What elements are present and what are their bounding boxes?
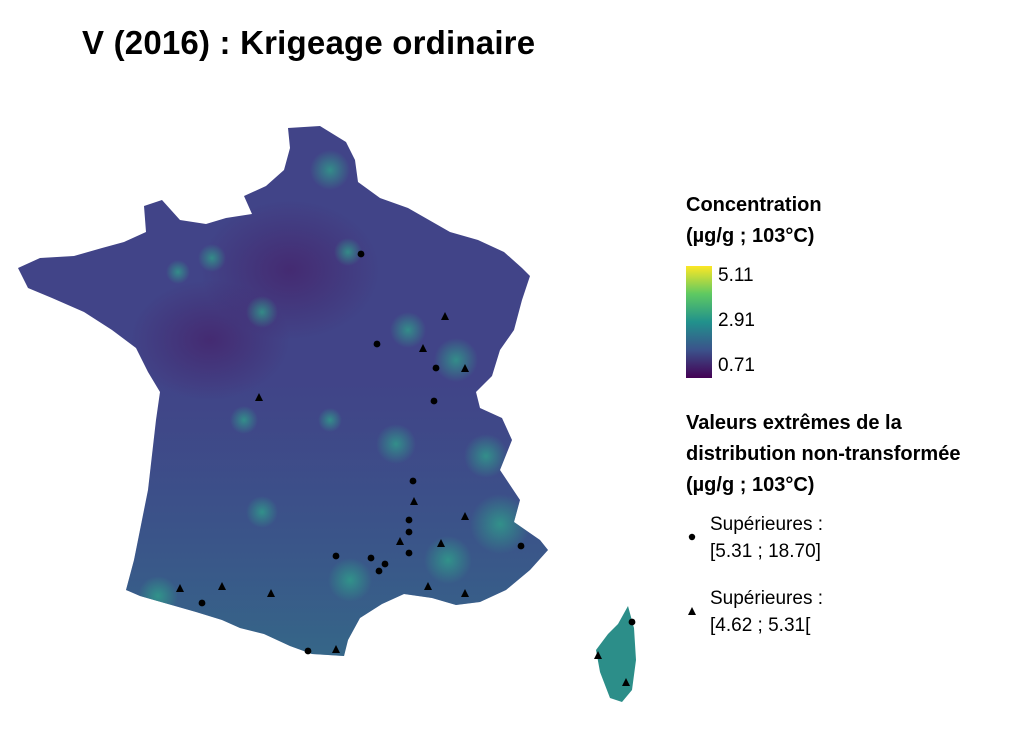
triangle-marker bbox=[176, 584, 184, 592]
circle-marker bbox=[517, 542, 525, 550]
kriging-map bbox=[18, 126, 636, 702]
circle-marker bbox=[375, 567, 383, 575]
legend-item-label: Supérieures : bbox=[710, 588, 824, 609]
legend-item-triangle: Supérieures : [4.62 ; 5.31[ bbox=[686, 585, 1016, 649]
extremes-unit-line: (µg/g ; 103°C) bbox=[686, 474, 815, 496]
legend-item-range: [5.31 ; 18.70] bbox=[710, 541, 821, 562]
extremes-legend-title: Valeurs extrêmes de la distribution non-… bbox=[686, 408, 1016, 501]
colorbar-max-label: 5.11 bbox=[718, 265, 754, 286]
triangle-marker bbox=[267, 589, 275, 597]
extremes-legend: Valeurs extrêmes de la distribution non-… bbox=[686, 408, 1016, 649]
colorbar-tick bbox=[712, 366, 718, 368]
circle-marker bbox=[198, 599, 206, 607]
legend-item-text: Supérieures : [5.31 ; 18.70] bbox=[710, 511, 823, 565]
triangle-marker bbox=[255, 393, 263, 401]
triangle-marker bbox=[419, 344, 427, 352]
circle-marker bbox=[430, 397, 438, 405]
kriging-surface bbox=[18, 150, 548, 656]
triangle-marker bbox=[594, 651, 602, 659]
triangle-marker bbox=[410, 497, 418, 505]
triangle-marker bbox=[396, 537, 404, 545]
circle-marker bbox=[432, 364, 440, 372]
triangle-marker bbox=[461, 364, 469, 372]
map-legend: Concentration (µg/g ; 103°C) 5.11 2.91 0… bbox=[686, 190, 1016, 649]
triangle-marker bbox=[424, 582, 432, 590]
circle-marker bbox=[373, 340, 381, 348]
legend-item-text: Supérieures : [4.62 ; 5.31[ bbox=[710, 585, 823, 639]
france-map-svg bbox=[18, 126, 636, 702]
triangle-marker bbox=[441, 312, 449, 320]
legend-item-circle: Supérieures : [5.31 ; 18.70] bbox=[686, 511, 1016, 575]
circle-marker bbox=[405, 549, 413, 557]
triangle-marker bbox=[622, 678, 630, 686]
triangle-marker bbox=[437, 539, 445, 547]
circle-icon bbox=[688, 533, 696, 541]
colorbar-legend: 5.11 2.91 0.71 bbox=[686, 266, 1016, 384]
triangle-marker bbox=[461, 589, 469, 597]
extremes-title-line: distribution non-transformée bbox=[686, 443, 961, 465]
circle-marker bbox=[367, 554, 375, 562]
concentration-title-line: Concentration bbox=[686, 194, 822, 216]
colorbar-tick bbox=[712, 321, 718, 323]
legend-item-label: Supérieures : bbox=[710, 514, 824, 535]
map-title: V (2016) : Krigeage ordinaire bbox=[82, 24, 536, 61]
viridis-colorbar bbox=[686, 266, 712, 378]
legend-item-range: [4.62 ; 5.31[ bbox=[710, 615, 811, 636]
circle-markers bbox=[198, 250, 636, 655]
circle-marker bbox=[409, 477, 417, 485]
circle-marker bbox=[405, 516, 413, 524]
triangle-icon bbox=[688, 607, 696, 615]
circle-marker bbox=[304, 647, 312, 655]
circle-marker bbox=[381, 560, 389, 568]
circle-marker bbox=[332, 552, 340, 560]
triangle-marker bbox=[461, 512, 469, 520]
circle-marker bbox=[628, 618, 636, 626]
triangle-marker bbox=[218, 582, 226, 590]
triangle-marker bbox=[332, 645, 340, 653]
circle-marker bbox=[405, 528, 413, 536]
colorbar-min-label: 0.71 bbox=[718, 355, 755, 376]
triangle-markers bbox=[176, 312, 630, 686]
colorbar-mid-label: 2.91 bbox=[718, 310, 755, 331]
colorbar-tick bbox=[712, 276, 718, 278]
concentration-unit-line: (µg/g ; 103°C) bbox=[686, 225, 815, 247]
concentration-legend-title: Concentration (µg/g ; 103°C) bbox=[686, 190, 1016, 252]
circle-marker bbox=[357, 250, 365, 258]
extremes-title-line: Valeurs extrêmes de la bbox=[686, 412, 902, 434]
